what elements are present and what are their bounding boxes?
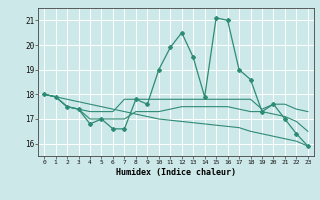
X-axis label: Humidex (Indice chaleur): Humidex (Indice chaleur) bbox=[116, 168, 236, 177]
